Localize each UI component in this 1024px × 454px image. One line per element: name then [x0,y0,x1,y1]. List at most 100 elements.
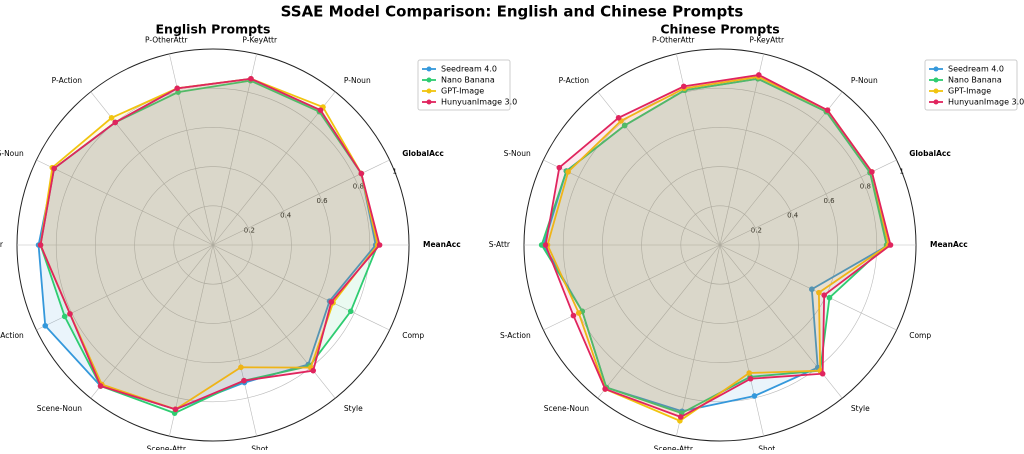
category-label: P-Noun [344,76,371,85]
spoke [212,91,336,246]
legend-marker [933,99,939,105]
spoke [597,244,721,399]
legend-marker [426,88,432,94]
data-point [358,170,365,177]
data-point [317,107,324,113]
data-point [67,311,73,317]
data-point [816,289,822,296]
spoke [719,91,843,246]
category-label: P-Noun [851,76,878,85]
data-point [347,308,354,315]
legend-marker [933,77,939,83]
radial-tick-label: 0.6 [823,197,835,205]
category-label: P-Action [559,76,590,85]
data-point [819,370,826,377]
data-point [108,115,115,121]
data-point [621,122,628,129]
spoke [169,244,214,437]
data-point [602,386,608,392]
legend-box [417,59,511,111]
data-point [615,115,622,121]
radial-tick-label: 0.8 [353,182,364,190]
data-point [751,393,758,399]
legend-marker [933,66,939,72]
legend-label: HunyuanImage 3.0 [441,98,517,107]
radar-chart: English Prompts 0.2 0.4 0.6 0.8 1 MeanAcc Globa… [0,22,517,454]
data-point [61,313,68,320]
category-label: GlobalAcc [909,149,951,158]
spoke [36,159,214,246]
data-point [238,364,244,371]
figure-title: SSAE Model Comparison: English and Chine… [281,3,744,21]
legend-box [924,59,1018,111]
data-point [826,294,833,301]
radial-tick-label: 0.2 [244,226,255,234]
category-label: P-OtherAttr [652,35,695,44]
data-point [376,242,383,248]
category-label: P-KeyAttr [749,35,785,44]
data-point [328,299,335,305]
data-point [570,312,577,319]
category-label: MeanAcc [930,240,968,249]
spoke [212,244,390,331]
category-label: Scene-Noun [544,404,590,413]
data-point [681,83,687,90]
category-label: S-Attr [489,240,511,249]
category-label: Shot [758,445,775,450]
data-point [97,383,104,389]
category-label: S-Action [0,331,24,340]
data-point [538,242,545,248]
data-point [172,406,179,413]
radial-tick-label: 0.8 [860,182,871,190]
legend-marker [426,66,432,72]
subplot-title: Chinese Prompts [660,22,779,37]
data-point [677,414,684,420]
legend-label: GPT-Image [441,87,484,96]
data-point [747,375,754,382]
category-label: Scene-Attr [147,445,187,450]
spoke [719,53,764,246]
category-label: S-Noun [504,149,531,158]
legend-label: Nano Banana [948,76,1002,85]
category-label: P-Action [52,76,83,85]
spoke [719,244,897,331]
category-label: Scene-Attr [654,445,694,450]
data-point [37,242,44,248]
series-area [544,73,892,418]
category-label: Style [851,404,870,413]
legend-label: GPT-Image [948,87,991,96]
category-label: P-OtherAttr [145,35,188,44]
radial-tick-label: 0.4 [787,212,799,220]
category-label: S-Attr [0,240,4,249]
category-label: GlobalAcc [402,149,444,158]
spoke [543,159,721,246]
data-point [756,72,762,78]
spoke [90,244,214,399]
data-point [174,85,181,92]
category-label: Scene-Noun [37,404,83,413]
radial-tick-label: 0.6 [316,197,328,205]
category-label: P-KeyAttr [242,35,278,44]
spoke [212,53,257,246]
legend-label: Nano Banana [441,76,495,85]
data-point [51,165,57,172]
spoke [719,244,764,437]
legend-label: Seedream 4.0 [441,65,497,74]
radial-tick-label: 1 [392,168,396,176]
data-point [821,292,827,298]
data-point [746,370,753,376]
legend-marker [426,99,432,105]
data-point [112,119,119,126]
category-label: Style [344,404,363,413]
data-point [248,75,254,82]
legend-marker [933,88,939,94]
category-label: Shot [251,445,268,450]
category-label: MeanAcc [423,240,461,249]
data-point [241,377,247,384]
category-label: S-Noun [0,149,24,158]
data-point [42,322,49,329]
category-label: Comp [402,331,424,340]
data-point [809,286,815,293]
subplot-title: English Prompts [156,22,271,37]
